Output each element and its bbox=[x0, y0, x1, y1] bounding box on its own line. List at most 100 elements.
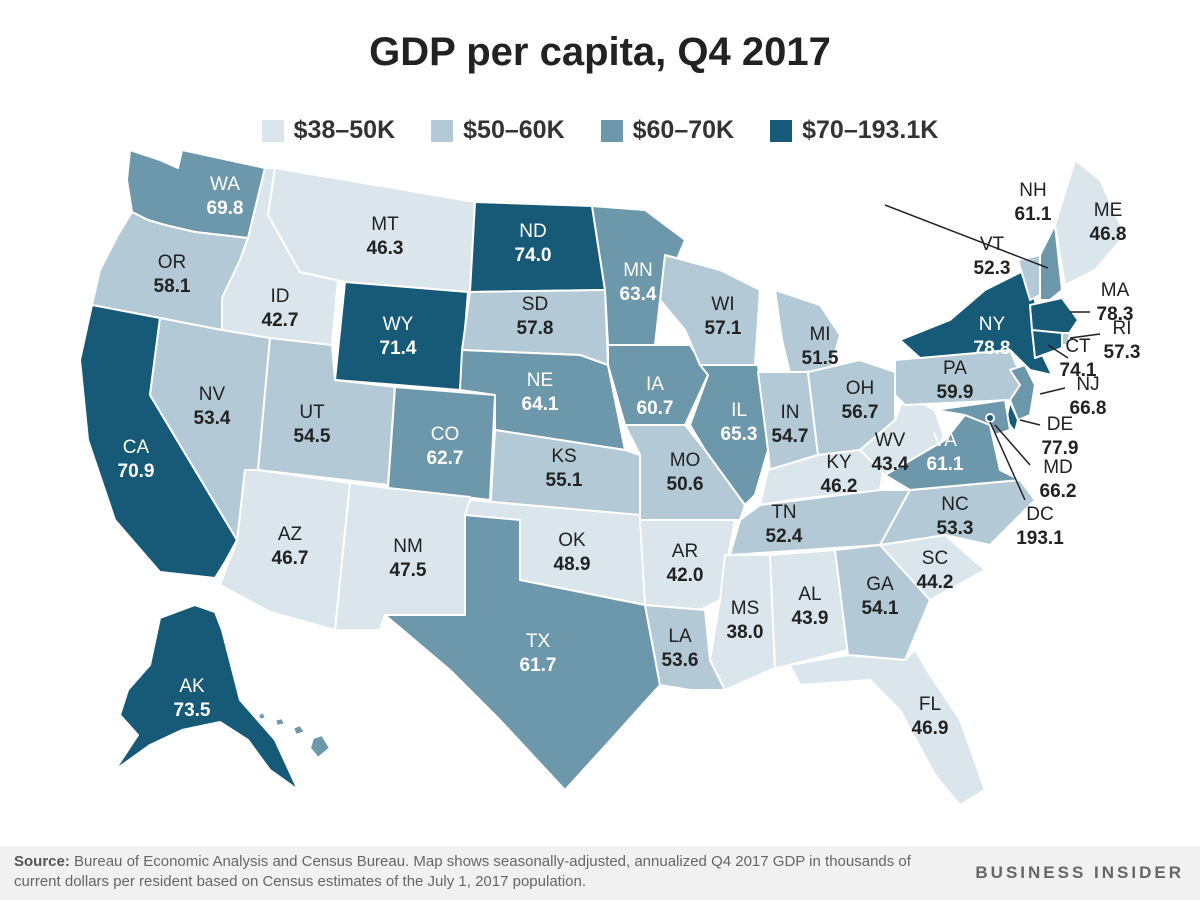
state-label-in: IN 54.7 bbox=[772, 402, 809, 447]
state-label-nd: ND 74.0 bbox=[515, 221, 552, 266]
state-abbr: NY bbox=[979, 314, 1006, 335]
state-value: 66.8 bbox=[1070, 398, 1107, 419]
state-abbr: KY bbox=[826, 452, 852, 473]
state-dc[interactable] bbox=[985, 413, 995, 423]
state-abbr: CA bbox=[123, 437, 150, 458]
state-value: 70.9 bbox=[118, 461, 155, 482]
state-label-mo: MO 50.6 bbox=[667, 450, 704, 495]
legend-item-38-50k: $38–50K bbox=[261, 116, 395, 145]
state-ma[interactable] bbox=[1029, 297, 1079, 336]
state-hi-island[interactable] bbox=[274, 717, 286, 727]
state-ct[interactable] bbox=[1031, 329, 1063, 359]
state-value: 55.1 bbox=[546, 470, 583, 491]
state-label-wy: WY 71.4 bbox=[380, 314, 417, 359]
state-nj[interactable] bbox=[1009, 364, 1036, 421]
state-value: 58.1 bbox=[154, 276, 191, 297]
state-abbr: HI bbox=[357, 756, 376, 777]
state-abbr: IA bbox=[646, 374, 664, 395]
state-mn[interactable] bbox=[591, 205, 686, 346]
state-hi[interactable] bbox=[257, 711, 267, 721]
state-value: 61.1 bbox=[927, 454, 964, 475]
state-label-nm: NM 47.5 bbox=[390, 536, 427, 581]
state-value: 57.3 bbox=[1104, 342, 1141, 363]
state-tx[interactable] bbox=[384, 514, 661, 791]
state-value: 38.0 bbox=[727, 622, 764, 643]
state-abbr: UT bbox=[299, 402, 325, 423]
state-abbr: NJ bbox=[1076, 374, 1099, 395]
legend-label: $50–60K bbox=[463, 116, 565, 144]
state-label-ks: KS 55.1 bbox=[546, 446, 583, 491]
state-value: 71.4 bbox=[380, 338, 417, 359]
state-value: 74.1 bbox=[1060, 360, 1097, 381]
state-me[interactable] bbox=[1054, 159, 1126, 286]
state-nh[interactable] bbox=[1039, 224, 1063, 301]
state-value: 57.8 bbox=[517, 318, 554, 339]
state-value: 66.2 bbox=[1040, 481, 1077, 502]
state-label-ga: GA 54.1 bbox=[862, 574, 899, 619]
state-abbr: SD bbox=[522, 294, 548, 315]
state-label-sc: SC 44.2 bbox=[917, 548, 954, 593]
state-label-oh: OH 56.7 bbox=[842, 378, 879, 423]
source-label: Source: bbox=[14, 853, 70, 870]
legend-item-60-70k: $60–70K bbox=[600, 116, 734, 145]
state-label-ms: MS 38.0 bbox=[727, 598, 764, 643]
state-al[interactable] bbox=[769, 549, 849, 669]
state-label-md: MD 66.2 bbox=[1040, 457, 1077, 502]
callout-line-ct bbox=[1047, 344, 1069, 359]
state-fl[interactable] bbox=[789, 649, 986, 806]
state-label-pa: PA 59.9 bbox=[937, 358, 974, 403]
state-label-vt: VT 52.3 bbox=[974, 234, 1011, 279]
legend-swatch bbox=[261, 119, 284, 142]
state-label-ok: OK 48.9 bbox=[554, 530, 591, 575]
state-value: 54.1 bbox=[862, 598, 899, 619]
state-value: 46.9 bbox=[912, 718, 949, 739]
legend-item-50-60k: $50–60K bbox=[431, 116, 565, 145]
state-mo[interactable] bbox=[624, 424, 746, 521]
state-va[interactable] bbox=[884, 414, 1021, 491]
state-label-nj: NJ 66.8 bbox=[1070, 374, 1107, 419]
state-value: 54.7 bbox=[772, 426, 809, 447]
state-abbr: ME bbox=[1094, 200, 1123, 221]
state-value: 56.7 bbox=[842, 402, 879, 423]
state-abbr: MO bbox=[670, 450, 701, 471]
state-value: 62.7 bbox=[427, 448, 464, 469]
state-value: 62.6 bbox=[348, 780, 385, 801]
state-ar[interactable] bbox=[639, 519, 736, 611]
state-abbr: MD bbox=[1043, 457, 1073, 478]
state-abbr: TN bbox=[771, 502, 796, 523]
state-abbr: NC bbox=[941, 494, 968, 515]
state-label-ne: NE 64.1 bbox=[522, 370, 559, 415]
state-abbr: AR bbox=[672, 541, 698, 562]
state-abbr: OK bbox=[558, 530, 586, 551]
state-value: 51.5 bbox=[802, 348, 839, 369]
state-abbr: OR bbox=[158, 252, 187, 273]
state-abbr: PA bbox=[943, 358, 967, 379]
state-abbr: MN bbox=[623, 260, 653, 281]
state-label-wi: WI 57.1 bbox=[705, 294, 742, 339]
callout-line-nj bbox=[1039, 387, 1066, 395]
state-abbr: CO bbox=[431, 424, 460, 445]
us-map: WA 69.8 OR 58.1 CA 70.9 ID 42.7 NV 53.4 MT 46.… bbox=[79, 149, 1141, 806]
state-hi-island[interactable] bbox=[292, 724, 306, 736]
state-abbr: AZ bbox=[278, 524, 303, 545]
state-value: 193.1 bbox=[1016, 528, 1064, 549]
state-label-nc: NC 53.3 bbox=[937, 494, 974, 539]
state-value: 46.3 bbox=[367, 238, 404, 259]
state-ak[interactable] bbox=[114, 604, 299, 791]
state-ga[interactable] bbox=[834, 544, 931, 661]
state-label-va: VA 61.1 bbox=[927, 430, 964, 475]
state-value: 46.2 bbox=[821, 476, 858, 497]
legend-swatch bbox=[600, 119, 623, 142]
state-wv[interactable] bbox=[859, 394, 946, 476]
footer: Source: Bureau of Economic Analysis and … bbox=[0, 846, 1200, 900]
source-note: Source: Bureau of Economic Analysis and … bbox=[14, 852, 934, 892]
state-abbr: IL bbox=[731, 400, 747, 421]
state-value: 53.4 bbox=[194, 408, 231, 429]
state-label-ky: KY 46.2 bbox=[821, 452, 858, 497]
state-label-mt: MT 46.3 bbox=[367, 214, 404, 259]
state-label-de: DE 77.9 bbox=[1042, 414, 1079, 459]
state-label-mi: MI 51.5 bbox=[802, 324, 839, 369]
state-wy[interactable] bbox=[334, 281, 469, 391]
state-abbr: DC bbox=[1026, 504, 1053, 525]
state-hi-big-island[interactable] bbox=[309, 734, 331, 759]
